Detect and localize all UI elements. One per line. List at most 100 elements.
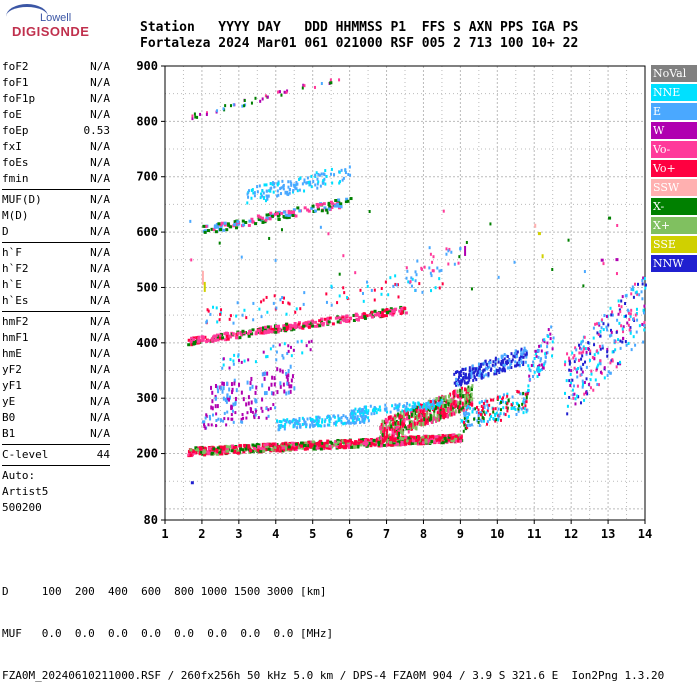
echo-pixel	[262, 447, 266, 451]
echo-pixel	[276, 367, 279, 372]
echo-pixel	[370, 441, 374, 445]
echo-pixel	[618, 304, 621, 308]
echo-pixel	[483, 368, 486, 372]
echo-pixel	[575, 368, 578, 372]
echo-pixel	[578, 351, 581, 355]
param-row: foF1 N/A	[2, 75, 110, 91]
echo-pixel	[538, 344, 541, 348]
echo-pixel	[267, 447, 271, 451]
echo-pixel	[413, 403, 416, 407]
echo-pixel	[207, 309, 210, 313]
echo-pixel	[416, 442, 420, 446]
echo-pixel	[208, 414, 211, 418]
echo-pixel	[301, 182, 304, 186]
echo-pixel	[611, 313, 614, 317]
echo-pixel	[285, 216, 289, 220]
echo-pixel	[427, 406, 430, 411]
echo-pixel	[382, 443, 386, 447]
echo-pixel	[469, 401, 472, 406]
echo-pixel	[435, 439, 439, 443]
echo-pixel	[273, 382, 276, 387]
echo-pixel	[606, 328, 609, 332]
echo-pixel	[261, 220, 265, 224]
echo-pixel	[571, 388, 574, 392]
echo-pixel	[400, 443, 404, 447]
param-value: N/A	[90, 315, 110, 328]
echo-pixel	[295, 181, 298, 185]
echo-pixel	[454, 436, 458, 440]
echo-pixel	[584, 360, 587, 364]
echo-pixel	[220, 221, 224, 225]
echo-pixel	[455, 371, 458, 375]
echo-pixel	[486, 367, 489, 371]
echo-pixel	[579, 401, 582, 405]
echo-pixel	[239, 330, 243, 334]
echo-pixel	[221, 336, 225, 340]
echo-pixel	[506, 401, 509, 405]
echo-pixel	[494, 369, 497, 373]
echo-pixel	[225, 228, 229, 232]
echo-pixel	[620, 324, 623, 328]
echo-pixel	[326, 317, 330, 321]
echo-pixel	[194, 115, 197, 119]
echo-pixel	[367, 416, 370, 420]
echo-pixel	[256, 214, 260, 218]
param-value: N/A	[90, 278, 110, 291]
echo-pixel	[296, 426, 299, 430]
echo-pixel	[224, 104, 227, 108]
echo-pixel	[264, 94, 267, 98]
echo-pixel	[598, 344, 601, 348]
echo-pixel	[480, 400, 483, 404]
echo-pixel	[532, 360, 535, 364]
echo-pixel	[568, 362, 571, 366]
echo-pixel	[358, 410, 361, 414]
echo-pixel	[298, 177, 301, 181]
echo-pixel	[498, 395, 501, 399]
echo-pixel	[210, 423, 213, 427]
echo-pixel	[327, 320, 331, 324]
echo-pixel	[344, 168, 347, 172]
echo-pixel	[302, 418, 305, 422]
echo-pixel	[494, 407, 497, 411]
echo-pixel	[500, 400, 503, 404]
echo-pixel	[506, 394, 509, 398]
echo-pixel	[641, 282, 644, 286]
param-row: B0 N/A	[2, 410, 110, 426]
echo-pixel	[265, 407, 268, 411]
echo-pixel	[219, 419, 222, 423]
echo-pixel	[428, 246, 431, 250]
echo-pixel	[438, 438, 442, 442]
echo-pixel	[409, 280, 412, 284]
echo-pixel	[463, 416, 466, 420]
echo-pixel	[258, 307, 261, 311]
echo-pixel	[459, 388, 462, 393]
echo-pixel	[201, 420, 204, 424]
echo-pixel	[329, 81, 332, 85]
echo-pixel	[460, 419, 463, 423]
echo-pixel	[331, 322, 335, 326]
echo-pixel	[267, 442, 271, 446]
echo-pixel	[490, 414, 493, 418]
echo-pixel	[425, 402, 428, 406]
echo-pixel	[254, 448, 258, 452]
echo-pixel	[363, 316, 367, 320]
echo-pixel	[635, 330, 638, 334]
echo-pixel	[429, 252, 432, 256]
echo-pixel	[581, 339, 584, 343]
echo-pixel	[643, 328, 646, 332]
echo-pixel	[264, 325, 268, 329]
echo-pixel	[609, 334, 612, 338]
echo-pixel	[194, 451, 198, 455]
echo-pixel	[355, 317, 359, 321]
param-row: yF1 N/A	[2, 378, 110, 394]
echo-pixel	[579, 365, 582, 369]
echo-pixel	[339, 202, 343, 206]
echo-pixel	[270, 214, 274, 218]
echo-pixel	[393, 407, 396, 411]
echo-pixel	[282, 418, 285, 422]
echo-pixel	[267, 194, 270, 198]
echo-pixel	[202, 451, 206, 455]
echo-pixel	[320, 209, 324, 213]
echo-pixel	[466, 393, 469, 398]
echo-pixel	[253, 191, 256, 195]
